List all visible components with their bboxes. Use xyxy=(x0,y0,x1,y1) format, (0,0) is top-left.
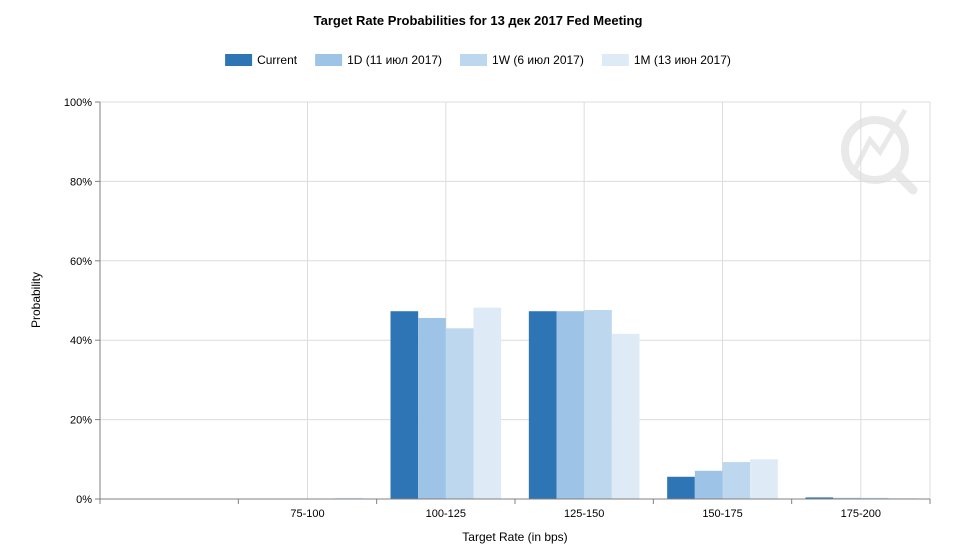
bar xyxy=(722,462,751,499)
bar xyxy=(667,476,695,499)
x-tick-label: 175-200 xyxy=(841,508,881,520)
bar xyxy=(528,311,557,499)
watermark-logo-icon xyxy=(841,108,918,195)
legend-label: 1D (11 июл 2017) xyxy=(347,53,442,67)
bars xyxy=(335,307,917,499)
bar xyxy=(833,497,861,499)
legend-swatch xyxy=(460,54,488,66)
y-tick-label: 20% xyxy=(70,415,92,427)
legend-label: 1M (13 июн 2017) xyxy=(634,53,731,67)
bar xyxy=(584,310,612,499)
y-tick-label: 40% xyxy=(70,335,92,347)
y-axis-label: Probability xyxy=(29,272,43,328)
bar xyxy=(556,311,585,499)
legend: Current 1D (11 июл 2017) 1W (6 июл 2017) 1M… xyxy=(225,53,731,67)
legend-swatch xyxy=(315,54,343,66)
y-tick-label: 60% xyxy=(70,256,92,268)
bar xyxy=(694,470,723,499)
y-tick-label: 0% xyxy=(76,494,92,506)
legend-label: Current xyxy=(257,53,298,67)
bar xyxy=(750,459,778,499)
x-tick-label: 150-175 xyxy=(702,508,742,520)
legend-label: 1W (6 июл 2017) xyxy=(492,53,584,67)
x-tick-label: 75-100 xyxy=(290,508,324,520)
bar xyxy=(390,311,419,499)
bar xyxy=(860,497,889,499)
x-axis-label: Target Rate (in bps) xyxy=(462,530,567,544)
legend-swatch xyxy=(225,54,253,66)
legend-swatch xyxy=(601,54,629,66)
y-tick-label: 80% xyxy=(70,176,92,188)
y-tick-label: 100% xyxy=(64,97,92,109)
bar xyxy=(473,307,502,499)
x-tick-label: 100-125 xyxy=(426,508,466,520)
axes: 0% 20% 40% 60% 80% 100% 75-100 100-125 125-150 15… xyxy=(64,97,931,520)
bar xyxy=(445,328,474,499)
bar xyxy=(335,497,363,499)
chart-title: Target Rate Probabilities for 13 дек 201… xyxy=(314,13,643,28)
grid xyxy=(100,101,931,499)
bar xyxy=(611,333,640,499)
bar xyxy=(805,497,834,499)
bar xyxy=(418,317,446,499)
x-tick-label: 125-150 xyxy=(564,508,604,520)
